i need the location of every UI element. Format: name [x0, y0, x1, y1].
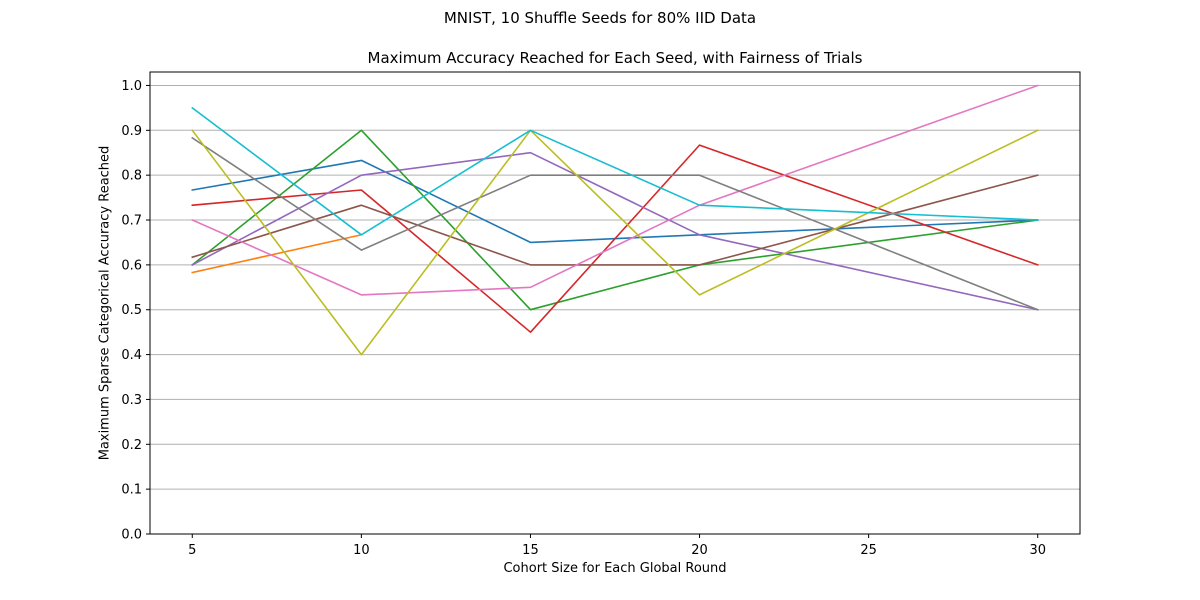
- series-lines: [191, 84, 1039, 356]
- x-axis-ticks: 5 10 15 20 25 30: [188, 534, 1046, 558]
- y-tick-label: 1.0: [121, 79, 142, 94]
- y-tick-label: 0.7: [121, 214, 142, 229]
- x-tick-label: 10: [353, 543, 370, 558]
- y-tick-label: 0.6: [121, 258, 142, 273]
- y-tick-label: 0.9: [121, 124, 142, 139]
- y-tick-label: 0.2: [121, 438, 142, 453]
- series-line-5: [191, 151, 1039, 311]
- grid-lines: [150, 84, 1080, 535]
- series-line-8: [191, 136, 1039, 311]
- series-line-4: [191, 144, 1039, 334]
- x-axis-label: Cohort Size for Each Global Round: [503, 561, 727, 576]
- y-tick-label: 0.5: [121, 303, 142, 318]
- series-line-10: [191, 106, 1039, 236]
- axes-frame: [149, 71, 1081, 535]
- x-tick-label: 20: [691, 543, 708, 558]
- series-line-3: [191, 129, 1039, 311]
- figure-suptitle: MNIST, 10 Shuffle Seeds for 80% IID Data: [443, 9, 757, 27]
- series-line-7: [191, 84, 1039, 296]
- series-line-1: [191, 159, 1039, 244]
- y-tick-label: 0.0: [121, 528, 142, 543]
- series-line-2: [191, 233, 363, 274]
- y-tick-label: 0.8: [121, 169, 142, 184]
- x-tick-label: 25: [860, 543, 877, 558]
- chart-title: Maximum Accuracy Reached for Each Seed, …: [367, 49, 863, 67]
- series-line-6: [191, 174, 1039, 266]
- y-tick-label: 0.4: [121, 348, 142, 363]
- x-tick-label: 30: [1029, 543, 1046, 558]
- x-tick-label: 15: [522, 543, 539, 558]
- y-axis-label: Maximum Sparse Categorical Accuracy Reac…: [97, 145, 113, 461]
- y-tick-label: 0.1: [121, 483, 142, 498]
- y-tick-label: 0.3: [121, 393, 142, 408]
- x-tick-label: 5: [188, 543, 196, 558]
- y-axis-ticks: 0.0 0.1 0.2 0.3 0.4 0.5 0.6 0.7 0.8 0.9 1.0: [121, 79, 150, 543]
